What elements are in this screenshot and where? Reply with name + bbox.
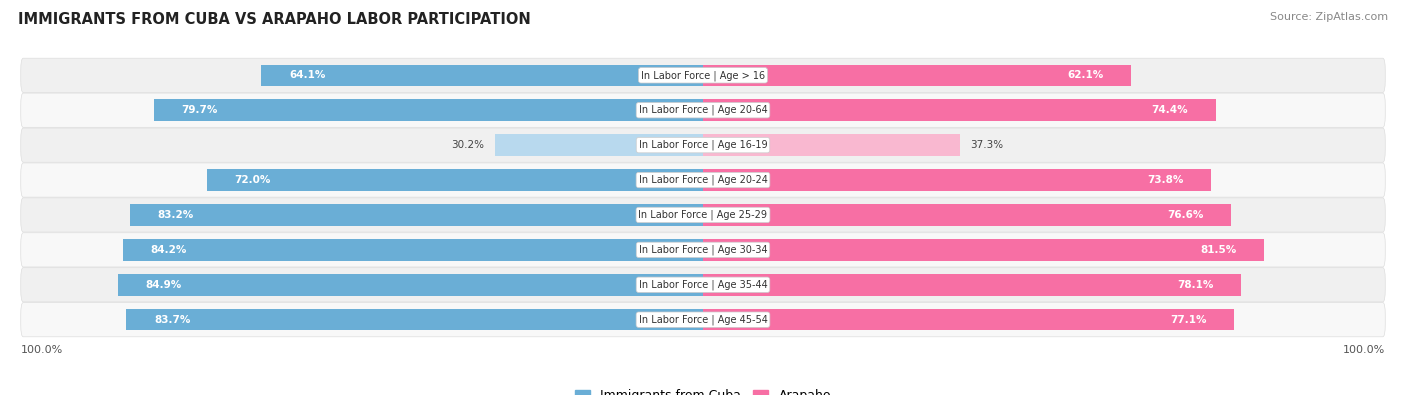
Bar (703, 204, 1230, 226)
Bar (703, 239, 1264, 261)
Bar (129, 204, 703, 226)
Bar (703, 169, 1212, 191)
Bar (703, 274, 1241, 295)
FancyBboxPatch shape (21, 268, 1385, 302)
FancyBboxPatch shape (21, 58, 1385, 92)
Text: In Labor Force | Age 45-54: In Labor Force | Age 45-54 (638, 314, 768, 325)
Bar (262, 64, 703, 86)
FancyBboxPatch shape (21, 303, 1385, 337)
Text: 72.0%: 72.0% (235, 175, 271, 185)
Text: 83.2%: 83.2% (157, 210, 194, 220)
Text: 76.6%: 76.6% (1167, 210, 1204, 220)
FancyBboxPatch shape (21, 198, 1385, 232)
Bar (122, 239, 703, 261)
Bar (495, 134, 703, 156)
Text: In Labor Force | Age 25-29: In Labor Force | Age 25-29 (638, 210, 768, 220)
Text: 73.8%: 73.8% (1147, 175, 1184, 185)
Text: 37.3%: 37.3% (970, 140, 1004, 150)
Text: 74.4%: 74.4% (1152, 105, 1188, 115)
Text: In Labor Force | Age > 16: In Labor Force | Age > 16 (641, 70, 765, 81)
Text: 100.0%: 100.0% (1343, 345, 1385, 355)
Text: 83.7%: 83.7% (153, 315, 190, 325)
Text: In Labor Force | Age 20-24: In Labor Force | Age 20-24 (638, 175, 768, 185)
Bar (127, 309, 703, 331)
Bar (703, 64, 1130, 86)
Bar (207, 169, 703, 191)
FancyBboxPatch shape (21, 93, 1385, 127)
Text: 79.7%: 79.7% (181, 105, 218, 115)
Text: 100.0%: 100.0% (21, 345, 63, 355)
Text: In Labor Force | Age 20-64: In Labor Force | Age 20-64 (638, 105, 768, 115)
Text: In Labor Force | Age 35-44: In Labor Force | Age 35-44 (638, 280, 768, 290)
Text: 64.1%: 64.1% (290, 70, 325, 80)
Bar (703, 100, 1216, 121)
FancyBboxPatch shape (21, 163, 1385, 197)
Bar (703, 309, 1234, 331)
Bar (118, 274, 703, 295)
Bar (153, 100, 703, 121)
Text: 84.9%: 84.9% (146, 280, 181, 290)
Text: In Labor Force | Age 30-34: In Labor Force | Age 30-34 (638, 245, 768, 255)
Text: 30.2%: 30.2% (451, 140, 485, 150)
Text: In Labor Force | Age 16-19: In Labor Force | Age 16-19 (638, 140, 768, 150)
Bar (703, 134, 960, 156)
Text: 84.2%: 84.2% (150, 245, 187, 255)
FancyBboxPatch shape (21, 233, 1385, 267)
Text: 77.1%: 77.1% (1170, 315, 1206, 325)
Legend: Immigrants from Cuba, Arapaho: Immigrants from Cuba, Arapaho (569, 384, 837, 395)
Text: 62.1%: 62.1% (1067, 70, 1104, 80)
FancyBboxPatch shape (21, 128, 1385, 162)
Text: 78.1%: 78.1% (1177, 280, 1213, 290)
Text: IMMIGRANTS FROM CUBA VS ARAPAHO LABOR PARTICIPATION: IMMIGRANTS FROM CUBA VS ARAPAHO LABOR PA… (18, 12, 531, 27)
Text: 81.5%: 81.5% (1201, 245, 1237, 255)
Text: Source: ZipAtlas.com: Source: ZipAtlas.com (1270, 12, 1388, 22)
